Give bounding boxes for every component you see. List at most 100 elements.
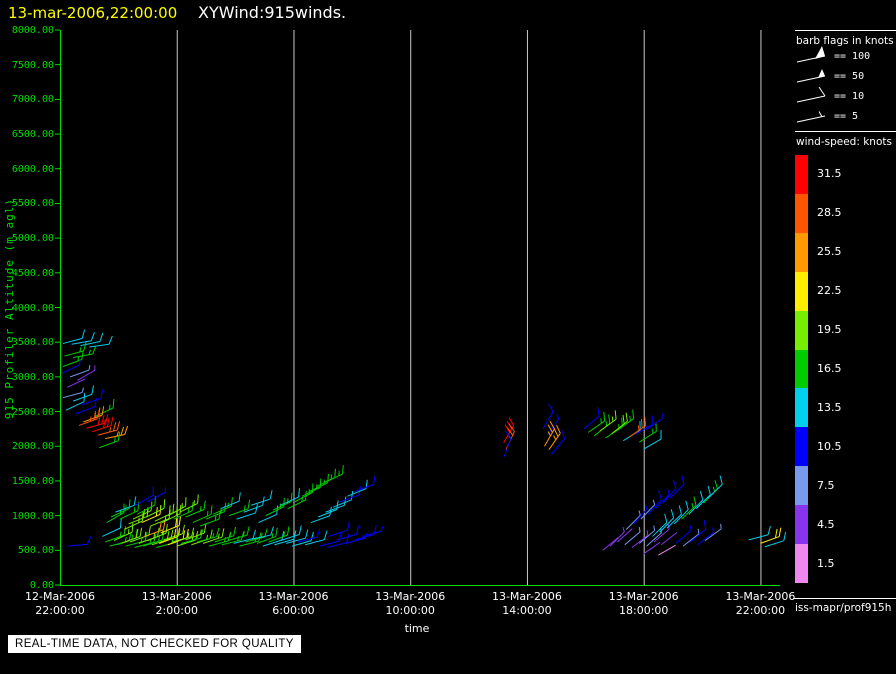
wind-barb: [647, 490, 662, 515]
wind-barb: [61, 359, 81, 374]
wind-barb: [634, 415, 653, 435]
colorbar-band: [795, 466, 808, 505]
y-tick-label: 6500.00: [11, 129, 54, 141]
x-tick-label: 13-Mar-2006 6:00:00: [258, 590, 329, 617]
wind-barb: [236, 504, 258, 520]
wind-barb: [323, 465, 344, 483]
wind-barb: [280, 525, 302, 542]
wind-barb: [325, 496, 347, 513]
y-tick-label: 4500.00: [11, 267, 54, 279]
barb-legend-item: == 50: [796, 66, 864, 86]
status-banner: REAL-TIME DATA, NOT CHECKED FOR QUALITY: [8, 635, 301, 653]
wind-barb: [748, 525, 771, 541]
wind-barb: [328, 521, 350, 537]
colorbar-band: [795, 544, 808, 583]
wind-barb: [62, 329, 86, 345]
y-tick-label: 8000.00: [11, 25, 54, 36]
colorbar-label: 7.5: [817, 478, 835, 492]
y-tick-label: 500.00: [17, 545, 54, 557]
plot-timestamp: 13-mar-2006,22:00:00: [8, 4, 178, 22]
y-tick-label: 2000.00: [11, 441, 54, 453]
wind-barb: [666, 505, 682, 529]
y-tick-label: 7500.00: [11, 59, 54, 71]
wind-barb: [695, 485, 711, 510]
barb-legend-label: == 50: [834, 70, 865, 82]
x-tick-label: 13-Mar-2006 22:00:00: [725, 590, 796, 617]
wind-barb: [113, 523, 134, 542]
wind-barb: [89, 335, 113, 348]
wind-barb: [287, 490, 307, 510]
wind-barb: [280, 488, 301, 506]
barb-legend-label: == 5: [834, 110, 859, 122]
wind-barb: [688, 491, 704, 515]
wind-speed-colorbar: [795, 155, 808, 583]
wind-barb: [77, 365, 96, 381]
colorbar-label: 31.5: [817, 167, 842, 181]
wind-barb: [265, 497, 285, 517]
y-tick-label: 5000.00: [11, 233, 54, 245]
wind-barb: [707, 475, 723, 499]
wind-barb: [310, 506, 332, 524]
wind-barb: [75, 397, 97, 415]
barb-legend-item: == 100: [796, 46, 870, 66]
wind-barb: [617, 409, 635, 431]
wind-barb: [147, 487, 166, 503]
colorbar-band: [795, 427, 808, 466]
wind-barb: [640, 499, 656, 520]
y-tick-label: 2500.00: [11, 406, 54, 418]
wind-barb: [673, 500, 689, 525]
wind-barb: [690, 520, 707, 543]
wind-barb: [659, 509, 675, 533]
x-axis-title: time: [404, 622, 430, 635]
wind-barb: [172, 527, 195, 543]
colorbar-label: 16.5: [817, 362, 842, 375]
colorbar-band: [795, 155, 808, 194]
x-tick-label: 12-Mar-2006 22:00:00: [25, 590, 95, 617]
wind-barb: [167, 497, 187, 517]
colorbar-band: [795, 272, 808, 311]
wind-barb: [143, 531, 165, 547]
wind-barb: [121, 527, 143, 544]
wind-barb: [643, 541, 661, 555]
wind-barb: [70, 365, 91, 378]
colorbar-label: 28.5: [817, 206, 842, 220]
wind-barb: [71, 332, 95, 345]
wind-barb: [609, 527, 625, 547]
wind-barb: [646, 413, 664, 431]
wind-barb: [251, 490, 273, 506]
wind-barb: [199, 510, 221, 527]
wind-barb: [163, 524, 185, 541]
source-path: iss-mapr/prof915h: [795, 602, 892, 614]
wind-barb: [229, 499, 251, 517]
wind-barb: [503, 430, 512, 457]
barb-legend-item: == 10: [796, 86, 864, 106]
y-tick-label: 7000.00: [11, 94, 54, 106]
wind-barb: [675, 525, 692, 544]
y-tick-label: 1000.00: [11, 510, 54, 522]
wind-barb: [643, 430, 662, 450]
wind-barb: [639, 525, 656, 544]
y-tick-label: 1500.00: [11, 475, 54, 487]
panel-divider-bottom: [793, 598, 896, 599]
wind-barb: [73, 345, 97, 358]
wind-barb: [628, 416, 646, 438]
wind-barb: [221, 531, 245, 546]
wind-barb: [65, 392, 86, 411]
wind-barb: [624, 526, 641, 546]
wind-barb: [697, 527, 714, 546]
wind-barb: [94, 398, 115, 417]
wind-barb: [662, 479, 677, 504]
wind-barb: [144, 520, 166, 537]
wind-barb: [639, 422, 657, 443]
wind-barb: [185, 500, 206, 518]
colorbar-band: [795, 311, 808, 350]
wind-barb: [62, 350, 84, 367]
wind-barb: [227, 526, 250, 542]
panel-divider-top: [795, 30, 896, 31]
wind-barb: [291, 531, 314, 547]
wind-barb: [213, 497, 233, 515]
wind-barb: [208, 532, 231, 547]
wind-barb: [102, 518, 122, 537]
